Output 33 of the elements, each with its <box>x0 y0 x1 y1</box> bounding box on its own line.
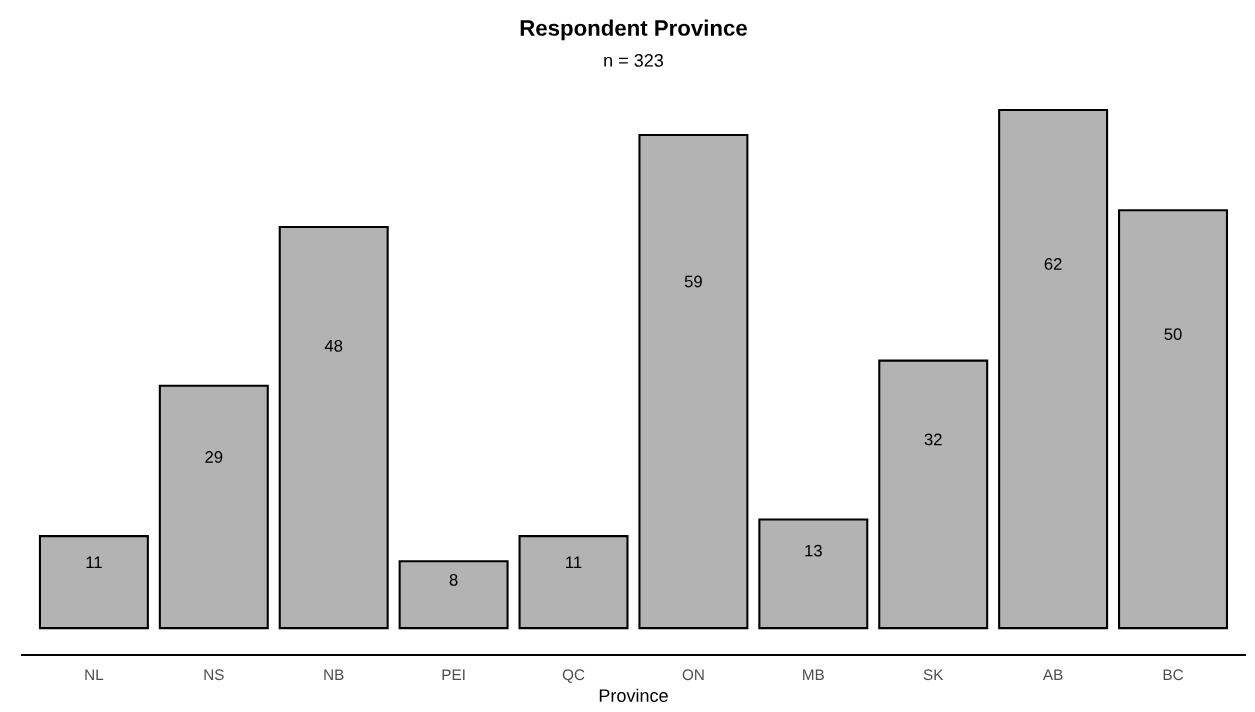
bar <box>638 133 749 630</box>
x-tick-label: BC <box>1163 669 1184 681</box>
x-tick-label: NL <box>85 669 104 680</box>
chart-subtitle: n = 323 <box>604 54 664 67</box>
bar <box>518 535 629 630</box>
bar <box>998 108 1109 630</box>
data-label: 11 <box>566 556 582 569</box>
bar <box>38 535 149 630</box>
x-tick-label: QC <box>562 669 585 683</box>
data-label: 59 <box>684 275 702 288</box>
bar <box>398 560 509 630</box>
data-label: 62 <box>1044 258 1062 270</box>
data-label: 48 <box>324 339 343 352</box>
data-label: 32 <box>924 433 942 446</box>
chart-title: Respondent Province <box>520 19 747 41</box>
x-tick-label: AB <box>1042 669 1063 680</box>
data-label: 29 <box>205 451 223 463</box>
x-tick-label: ON <box>682 669 704 681</box>
bar <box>758 518 869 630</box>
x-tick-label: PEI <box>442 669 465 680</box>
data-label: 8 <box>449 573 458 586</box>
x-axis-title: Province <box>599 688 668 702</box>
data-label: 13 <box>805 544 822 557</box>
bar <box>878 359 989 630</box>
x-tick-label: NS <box>204 669 224 681</box>
bar <box>278 225 389 630</box>
data-label: 11 <box>86 556 102 569</box>
bar <box>1118 209 1229 630</box>
x-tick-label: SK <box>923 669 944 681</box>
data-label: 50 <box>1164 328 1182 341</box>
x-tick-label: MB <box>803 669 824 680</box>
x-tick-label: NB <box>324 669 344 680</box>
bar <box>158 384 269 630</box>
